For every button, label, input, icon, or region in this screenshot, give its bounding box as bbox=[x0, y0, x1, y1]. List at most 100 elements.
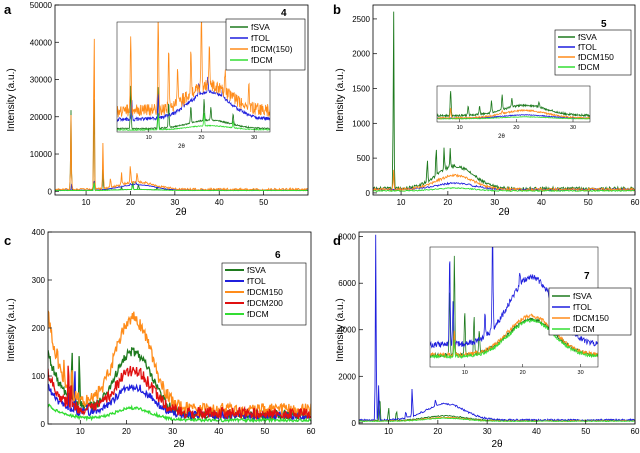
y-tick-label-a: 20000 bbox=[30, 113, 53, 122]
y-tick-label-b: 0 bbox=[366, 189, 371, 198]
plot-frame-a bbox=[54, 4, 309, 196]
panel-letter-b: b bbox=[333, 2, 341, 17]
y-tick-label-c: 200 bbox=[32, 324, 46, 333]
series-line-b-fDCM bbox=[373, 187, 635, 193]
panel-letter-c: c bbox=[4, 233, 11, 248]
panel-b: b Intensity (a.u.) 2θ 10 20 30 40 50 60050010… bbox=[333, 2, 640, 218]
y-tick-label-b: 2000 bbox=[352, 50, 370, 59]
inset-x-tick-label-a: 10 bbox=[146, 135, 152, 141]
x-tick-label-a: 40 bbox=[215, 198, 224, 207]
legend-entry-b-0: fSVA bbox=[578, 32, 597, 42]
legend-entry-a-0: fSVA bbox=[251, 22, 270, 32]
y-tick-label-d: 0 bbox=[352, 419, 357, 428]
inset-x-tick-label-a: 30 bbox=[251, 135, 257, 141]
x-tick-label-b: 60 bbox=[631, 198, 640, 207]
x-tick-label-d: 10 bbox=[384, 427, 393, 436]
inset-frame-a bbox=[116, 21, 271, 133]
legend-entry-c-3: fDCM200 bbox=[247, 298, 283, 308]
legend-entry-d-0: fSVA bbox=[573, 291, 592, 301]
legend-b: 5 fSVA fTOL fDCM150 fDCM bbox=[554, 19, 632, 76]
legend-a: 4 fSVA fTOL fDCM(150) fDCM bbox=[225, 8, 306, 71]
inset-x-tick-label-d: 20 bbox=[520, 370, 526, 376]
x-tick-label-a: 10 bbox=[82, 198, 91, 207]
y-tick-label-a: 0 bbox=[48, 187, 53, 196]
inset-line-b-3 bbox=[437, 116, 590, 120]
plot-frame-d bbox=[358, 231, 636, 425]
inset-frame-b bbox=[436, 85, 591, 123]
plot-area-d: 10 20 30 40 50 60 0 2000 4000 6000 8000 bbox=[338, 233, 640, 436]
y-tick-label-a: 10000 bbox=[30, 150, 53, 159]
x-tick-label-d: 30 bbox=[483, 427, 492, 436]
x-axis-label-d: 2θ bbox=[491, 439, 503, 450]
y-tick-label-d: 4000 bbox=[338, 326, 356, 335]
compound-label-d: 7 bbox=[584, 271, 590, 282]
y-tick-label-b: 500 bbox=[357, 154, 371, 163]
inset-x-tick-label-b: 10 bbox=[457, 125, 463, 131]
legend-entry-c-2: fDCM150 bbox=[247, 287, 283, 297]
compound-label-a: 4 bbox=[281, 8, 287, 19]
legend-entry-c-4: fDCM bbox=[247, 309, 269, 319]
x-tick-label-b: 10 bbox=[397, 198, 406, 207]
x-tick-label-b: 20 bbox=[443, 198, 452, 207]
panel-c: c Intensity (a.u.) 2θ 10 20 30 40 50 60 0 100 20… bbox=[4, 228, 316, 450]
panel-letter-a: a bbox=[4, 2, 12, 17]
x-axis-label-b: 2θ bbox=[498, 207, 510, 218]
series-line-d-fSVA bbox=[359, 399, 635, 422]
legend-entry-c-1: fTOL bbox=[247, 276, 266, 286]
y-tick-label-a: 40000 bbox=[30, 38, 53, 47]
y-tick-label-b: 2500 bbox=[352, 15, 370, 24]
series-line-c-fDCM150 bbox=[48, 310, 311, 417]
panel-a: a Intensity (a.u.) 2θ 10 20 30 40 50 0 10000 20… bbox=[4, 1, 309, 218]
inset-line-a-2 bbox=[117, 22, 270, 118]
x-tick-label-c: 60 bbox=[307, 427, 316, 436]
inset-line-b-0 bbox=[437, 91, 590, 118]
legend-d: 7 fSVA fTOL fDCM150 fDCM bbox=[548, 271, 632, 336]
x-tick-label-c: 30 bbox=[168, 427, 177, 436]
legend-entry-a-3: fDCM bbox=[251, 55, 273, 65]
x-tick-label-b: 40 bbox=[537, 198, 546, 207]
series-group-c bbox=[48, 310, 311, 424]
inset-line-a-1 bbox=[117, 76, 270, 123]
y-tick-label-d: 2000 bbox=[338, 372, 356, 381]
panel-d: d Intensity (a.u.) 2θ 10 20 30 40 50 60 0 2000 4… bbox=[333, 231, 640, 450]
series-line-c-fDCM200 bbox=[48, 365, 311, 421]
inset-x-label-b: 2θ bbox=[498, 134, 505, 140]
inset-line-d-3 bbox=[430, 318, 598, 360]
y-tick-label-d: 6000 bbox=[338, 279, 356, 288]
inset-series-a bbox=[117, 22, 270, 132]
panel-letter-d: d bbox=[333, 233, 341, 248]
compound-label-b: 5 bbox=[601, 19, 607, 30]
x-tick-label-a: 30 bbox=[170, 198, 179, 207]
y-axis-label-a: Intensity (a.u.) bbox=[6, 68, 17, 131]
inset-line-a-3 bbox=[117, 112, 270, 132]
inset-series-b bbox=[437, 91, 590, 120]
legend-entry-d-1: fTOL bbox=[573, 302, 592, 312]
y-tick-label-c: 300 bbox=[32, 276, 46, 285]
inset-x-tick-label-b: 20 bbox=[513, 125, 519, 131]
series-line-a-fDCM bbox=[55, 182, 308, 192]
inset-x-tick-label-a: 20 bbox=[198, 135, 204, 141]
plot-area-b: 10 20 30 40 50 60 0 500 1000 1500 2000 2500 bbox=[352, 11, 640, 207]
x-axis-label-a: 2θ bbox=[175, 207, 187, 218]
legend-entry-c-0: fSVA bbox=[247, 265, 266, 275]
legend-entry-a-1: fTOL bbox=[251, 33, 270, 43]
y-tick-label-a: 30000 bbox=[30, 76, 53, 85]
x-tick-label-d: 20 bbox=[433, 427, 442, 436]
series-line-a-fDCM(150) bbox=[55, 38, 308, 192]
x-tick-label-c: 40 bbox=[214, 427, 223, 436]
y-axis-label-c: Intensity (a.u.) bbox=[6, 298, 17, 361]
compound-label-c: 6 bbox=[275, 250, 281, 261]
legend-entry-b-2: fDCM150 bbox=[578, 52, 614, 62]
legend-entry-d-3: fDCM bbox=[573, 324, 595, 334]
y-tick-label-c: 0 bbox=[41, 420, 46, 429]
inset-x-tick-label-b: 30 bbox=[570, 125, 576, 131]
x-tick-label-c: 20 bbox=[122, 427, 131, 436]
x-tick-label-a: 20 bbox=[126, 198, 135, 207]
x-tick-label-b: 30 bbox=[490, 198, 499, 207]
series-group-d bbox=[359, 234, 635, 423]
inset-line-d-2 bbox=[430, 313, 598, 359]
series-group-a bbox=[55, 38, 308, 192]
legend-c: 6 fSVA fTOL fDCM150 fDCM200 fDCM bbox=[221, 250, 307, 326]
x-tick-label-d: 60 bbox=[631, 427, 640, 436]
